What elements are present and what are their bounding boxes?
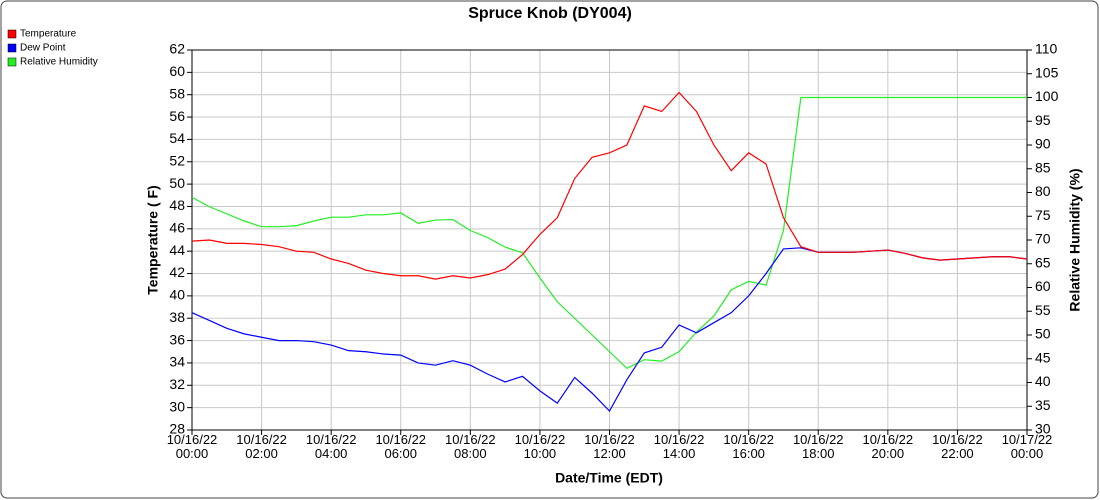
y-tick-label: 62 — [169, 41, 185, 57]
y-axis-title: Temperature ( F) — [145, 185, 161, 294]
y2-tick-label: 70 — [1035, 231, 1051, 247]
y2-tick-label: 40 — [1035, 373, 1051, 389]
y2-tick-label: 55 — [1035, 302, 1051, 318]
y2-tick-label: 105 — [1035, 64, 1059, 80]
x-tick-label: 10/17/22 00:00 — [1001, 432, 1053, 461]
legend-label: Relative Humidity — [20, 57, 98, 68]
y2-tick-label: 50 — [1035, 326, 1051, 342]
y2-tick-label: 30 — [1035, 421, 1051, 437]
x-tick-label: 10/16/22 04:00 — [305, 432, 357, 461]
y-tick-label: 28 — [169, 421, 185, 437]
series-line — [191, 91, 1028, 280]
legend-swatch — [7, 29, 17, 39]
y2-tick-label: 100 — [1035, 88, 1059, 104]
x-tick-label: 10/16/22 00:00 — [166, 432, 218, 461]
y-tick-label: 52 — [169, 152, 185, 168]
y2-tick-label: 75 — [1035, 207, 1051, 223]
plot-border — [191, 49, 1028, 431]
y-tick-label: 38 — [169, 309, 185, 325]
x-axis-title: Date/Time (EDT) — [555, 470, 663, 486]
y-tick-label: 34 — [169, 354, 185, 370]
series-line — [191, 96, 1027, 369]
x-tick-label: 10/16/22 02:00 — [236, 432, 287, 461]
y-tick-label: 46 — [169, 220, 185, 236]
x-tick-label: 10/16/22 18:00 — [792, 432, 844, 461]
chart-title: Spruce Knob (DY004) — [468, 5, 632, 22]
x-tick-label: 10/16/22 20:00 — [862, 432, 914, 461]
y2-tick-label: 65 — [1035, 254, 1051, 270]
legend-swatch — [7, 43, 17, 53]
y-tick-label: 36 — [169, 331, 185, 347]
y-tick-label: 50 — [169, 175, 185, 191]
legend-label: Temperature — [20, 29, 77, 40]
y-tick-label: 54 — [169, 130, 185, 146]
y2-tick-label: 110 — [1035, 41, 1058, 57]
y2-tick-label: 45 — [1035, 349, 1051, 365]
y-tick-label: 48 — [169, 197, 185, 213]
x-tick-label: 10/16/22 22:00 — [932, 432, 983, 461]
x-tick-label: 10/16/22 06:00 — [375, 432, 427, 461]
x-tick-label: 10/16/22 12:00 — [584, 432, 635, 461]
legend-swatch — [7, 57, 17, 67]
y2-tick-label: 60 — [1035, 278, 1051, 294]
y-tick-label: 60 — [169, 63, 185, 79]
x-tick-label: 10/16/22 14:00 — [653, 432, 705, 461]
y-tick-label: 56 — [169, 108, 185, 124]
y2-tick-label: 90 — [1035, 136, 1051, 152]
y-tick-label: 42 — [169, 264, 185, 280]
y2-axis-title: Relative Humidity (%) — [1067, 168, 1083, 311]
y2-tick-label: 35 — [1035, 397, 1051, 413]
y-tick-label: 44 — [169, 242, 185, 258]
x-tick-label: 10/16/22 16:00 — [723, 432, 774, 461]
y2-tick-label: 85 — [1035, 159, 1051, 175]
y2-tick-label: 80 — [1035, 183, 1051, 199]
y-tick-label: 40 — [169, 287, 185, 303]
legend-label: Dew Point — [20, 43, 66, 54]
y-tick-label: 58 — [169, 85, 185, 101]
y-tick-label: 30 — [169, 398, 185, 414]
y2-tick-label: 95 — [1035, 112, 1051, 128]
x-tick-label: 10/16/22 10:00 — [514, 432, 566, 461]
x-tick-label: 10/16/22 08:00 — [445, 432, 496, 461]
y-tick-label: 32 — [169, 376, 185, 392]
